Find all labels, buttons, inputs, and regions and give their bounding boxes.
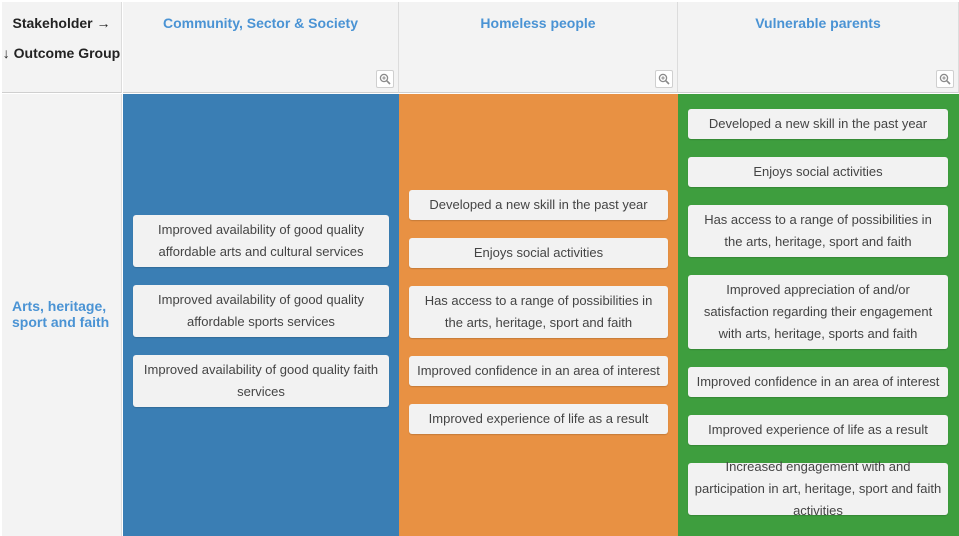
outcome-card[interactable]: Enjoys social activities [409, 238, 668, 268]
outcome-card[interactable]: Enjoys social activities [688, 157, 948, 187]
corner-header: Stakeholder → ↓ Outcome Group [2, 2, 122, 93]
column-header-community: Community, Sector & Society [123, 2, 399, 93]
outcome-card[interactable]: Improved confidence in an area of intere… [409, 356, 668, 386]
column-title: Community, Sector & Society [162, 15, 358, 31]
outcome-card[interactable]: Improved appreciation of and/or satisfac… [688, 275, 948, 349]
row-header-arts: Arts, heritage, sport and faith [2, 94, 122, 536]
outcome-cell-parents: Developed a new skill in the past year E… [678, 94, 959, 536]
stakeholder-axis-label: Stakeholder → [12, 15, 111, 31]
outcome-cell-community: Improved availability of good quality af… [123, 94, 399, 536]
row-label: Arts, heritage, sport and faith [12, 298, 110, 330]
outcome-card[interactable]: Improved confidence in an area of intere… [688, 367, 948, 397]
outcome-card[interactable]: Increased engagement with and participat… [688, 459, 948, 518]
column-header-homeless: Homeless people [399, 2, 678, 93]
zoom-in-icon[interactable] [936, 70, 954, 88]
column-title: Homeless people [480, 15, 596, 31]
outcome-card[interactable]: Has access to a range of possibilities i… [409, 286, 668, 338]
outcome-card[interactable]: Has access to a range of possibilities i… [688, 205, 948, 257]
zoom-in-icon[interactable] [655, 70, 673, 88]
outcome-card[interactable]: Improved availability of good quality af… [133, 285, 389, 337]
outcome-card[interactable]: Improved experience of life as a result [688, 415, 948, 445]
outcome-card[interactable]: Developed a new skill in the past year [688, 109, 948, 139]
outcome-card[interactable]: Improved availability of good quality af… [133, 215, 389, 267]
outcome-cell-homeless: Developed a new skill in the past year E… [399, 94, 678, 536]
outcome-card[interactable]: Improved experience of life as a result [409, 404, 668, 434]
column-title: Vulnerable parents [755, 15, 881, 31]
outcome-card[interactable]: Developed a new skill in the past year [409, 190, 668, 220]
zoom-in-icon[interactable] [376, 70, 394, 88]
outcome-group-axis-label: ↓ Outcome Group [2, 45, 121, 61]
column-header-parents: Vulnerable parents [678, 2, 959, 93]
outcome-card[interactable]: Improved availability of good quality fa… [133, 355, 389, 407]
